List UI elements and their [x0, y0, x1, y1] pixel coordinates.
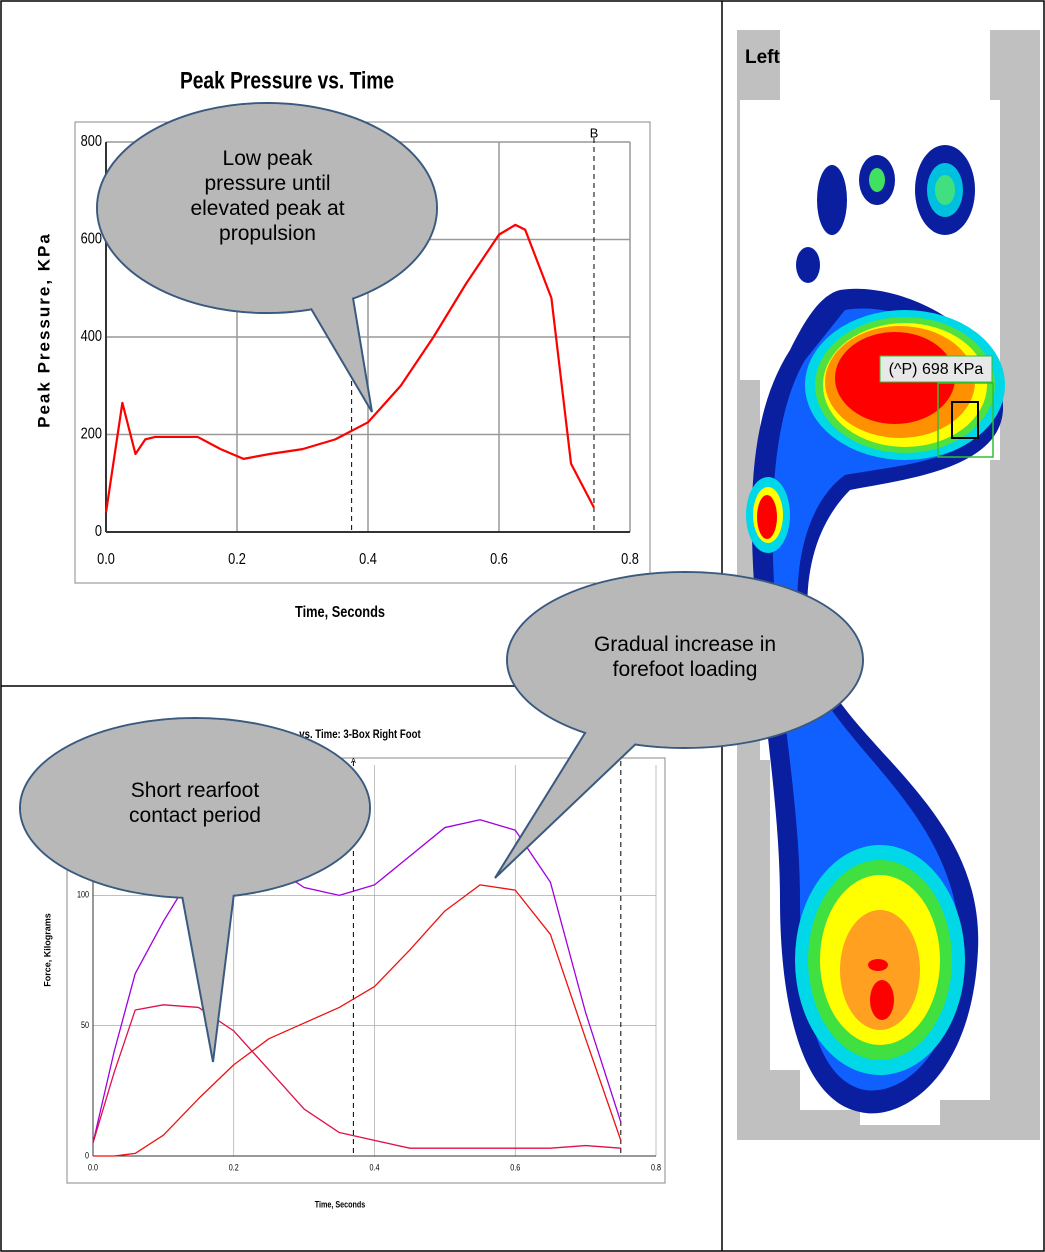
callout-text: Short rearfoot contact period [100, 778, 290, 828]
x-axis-label: Time, Seconds [315, 1200, 366, 1210]
x-tick-label: 0.6 [510, 1163, 520, 1173]
y-tick-label: 100 [77, 890, 89, 900]
y-tick-label: 50 [81, 1020, 89, 1030]
y-tick-label: 800 [81, 133, 102, 151]
toe [817, 165, 847, 235]
y-tick-label: 0 [85, 1151, 89, 1161]
page: (^P) 698 KPa Left Peak Pressure vs. Time… [0, 0, 1045, 1252]
cursor-label: A [351, 756, 356, 765]
pressure-zone [757, 495, 777, 539]
x-tick-label: 0.2 [229, 1163, 239, 1173]
map-label: Left [745, 47, 781, 68]
y-axis-label: Force, Kilograms [42, 913, 52, 987]
toe [935, 175, 955, 205]
y-axis-label: Peak Pressure, KPa [34, 232, 53, 428]
y-tick-label: 0 [95, 523, 102, 541]
chart-title: vs. Time: 3-Box Right Foot [299, 728, 421, 741]
pressure-zone [868, 959, 888, 971]
y-tick-label: 400 [81, 328, 102, 346]
callout-text: Low peak pressure until elevated peak at… [180, 146, 355, 246]
x-tick-label: 0.0 [88, 1163, 98, 1173]
x-tick-label: 0.4 [359, 551, 377, 569]
x-tick-label: 0.6 [490, 551, 508, 569]
peak-label: (^P) 698 KPa [889, 361, 984, 378]
callout-text: Gradual increase in forefoot loading [570, 632, 800, 682]
toe [796, 247, 820, 283]
figure: (^P) 698 KPa Left Peak Pressure vs. Time… [0, 0, 1045, 1252]
x-tick-label: 0.0 [97, 551, 115, 569]
pressure-zone [870, 980, 894, 1020]
x-tick-label: 0.8 [621, 551, 639, 569]
x-tick-label: 0.2 [228, 551, 246, 569]
pressure-map: (^P) 698 KPa Left [737, 30, 1040, 1140]
y-tick-label: 200 [81, 425, 102, 443]
chart-title: Peak Pressure vs. Time [180, 66, 394, 94]
y-tick-label: 600 [81, 230, 102, 248]
x-tick-label: 0.8 [651, 1163, 661, 1173]
x-tick-label: 0.4 [370, 1163, 380, 1173]
toe [869, 168, 885, 192]
x-axis-label: Time, Seconds [295, 604, 385, 622]
cursor-label: B [590, 125, 599, 140]
